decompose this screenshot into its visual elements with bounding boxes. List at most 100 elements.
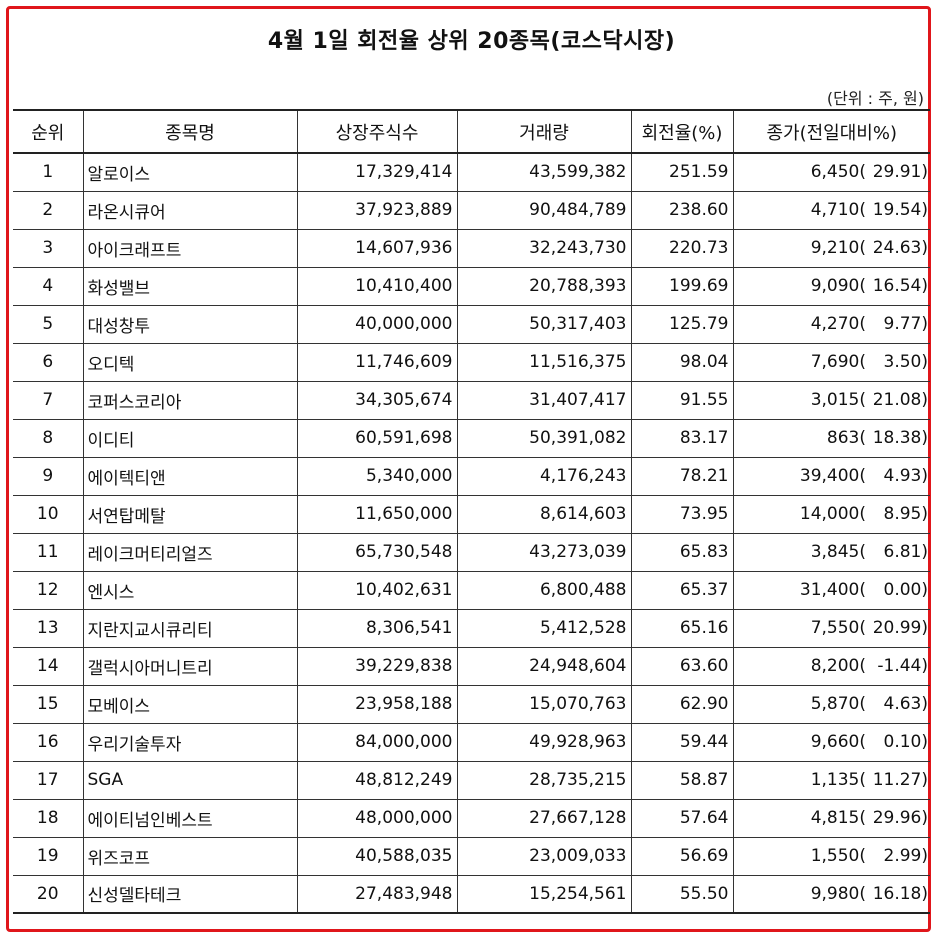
cell-close: 7,550(20.99) xyxy=(732,608,930,648)
table-row: 11 레이크머티리얼즈 65,730,548 43,273,039 65.83 3,845… xyxy=(13,532,930,572)
cell-rank: 9 xyxy=(13,456,84,496)
cell-turnover: 62.90 xyxy=(630,684,734,724)
cell-turnover: 83.17 xyxy=(630,418,734,458)
cell-name: 이디티 xyxy=(82,418,298,458)
close-price: 4,710( xyxy=(810,200,866,220)
cell-name: 오디텍 xyxy=(82,342,298,382)
cell-rank: 18 xyxy=(13,798,84,838)
page-title: 4월 1일 회전율 상위 20종목(코스닥시장) xyxy=(267,29,676,54)
cell-close: 4,815(29.96) xyxy=(732,798,930,838)
cell-rank: 16 xyxy=(13,722,84,762)
cell-close: 9,090(16.54) xyxy=(732,266,930,306)
cell-volume: 90,484,789 xyxy=(456,190,632,230)
cell-volume: 27,667,128 xyxy=(456,798,632,838)
close-change: 18.38) xyxy=(872,428,928,448)
cell-rank: 15 xyxy=(13,684,84,724)
cell-volume: 43,273,039 xyxy=(456,532,632,572)
cell-listed-shares: 27,483,948 xyxy=(296,874,458,914)
cell-close: 863( 18.38) xyxy=(732,418,930,458)
cell-rank: 17 xyxy=(13,760,84,800)
close-price: 1,135( xyxy=(810,770,866,790)
cell-close: 4,270(9.77) xyxy=(732,304,930,344)
cell-close: 7,690(3.50) xyxy=(732,342,930,382)
close-change: 0.10) xyxy=(883,732,928,752)
cell-listed-shares: 5,340,000 xyxy=(296,456,458,496)
cell-listed-shares: 48,812,249 xyxy=(296,760,458,800)
table-row: 10 서연탑메탈 11,650,000 8,614,603 73.95 14,000(8.… xyxy=(13,494,930,534)
cell-volume: 5,412,528 xyxy=(456,608,632,648)
close-price: 8,200( xyxy=(810,656,866,676)
cell-volume: 15,254,561 xyxy=(456,874,632,914)
table-row: 12 엔시스 10,402,631 6,800,488 65.37 31,400(0.00… xyxy=(13,570,930,610)
close-change: 29.91) xyxy=(872,162,928,183)
close-price: 39,400( xyxy=(799,466,866,486)
cell-name: 모베이스 xyxy=(82,684,298,724)
cell-turnover: 125.79 xyxy=(630,304,734,344)
cell-volume: 20,788,393 xyxy=(456,266,632,306)
close-change: 3.50) xyxy=(883,352,928,372)
unit-note: (단위 : 주, 원) xyxy=(826,89,924,108)
cell-volume: 11,516,375 xyxy=(456,342,632,382)
cell-turnover: 199.69 xyxy=(630,266,734,306)
cell-close: 9,980(16.18) xyxy=(732,874,930,914)
table-row: 17 SGA 48,812,249 28,735,215 58.87 1,135(11.2… xyxy=(13,760,930,800)
close-price: 863( xyxy=(826,428,866,448)
close-price: 31,400( xyxy=(799,580,866,600)
cell-close: 9,210( 24.63) xyxy=(732,228,930,268)
cell-close: 6,450( 29.91) xyxy=(732,152,930,192)
table-header-row: 순위 종목명 상장주식수 거래량 회전율(%) 종가(전일대비%) xyxy=(13,109,930,154)
close-change: 6.81) xyxy=(883,542,928,562)
close-change: 4.93) xyxy=(883,466,928,486)
header-rank: 순위 xyxy=(13,109,84,154)
cell-turnover: 59.44 xyxy=(630,722,734,762)
cell-listed-shares: 11,746,609 xyxy=(296,342,458,382)
cell-listed-shares: 34,305,674 xyxy=(296,380,458,420)
cell-volume: 4,176,243 xyxy=(456,456,632,496)
cell-name: 에이텍티앤 xyxy=(82,456,298,496)
cell-turnover: 63.60 xyxy=(630,646,734,686)
table-row: 4 화성밸브 10,410,400 20,788,393 199.69 9,090(16.… xyxy=(13,266,930,306)
close-change: 9.77) xyxy=(883,314,928,334)
cell-turnover: 56.69 xyxy=(630,836,734,876)
cell-name: 화성밸브 xyxy=(82,266,298,306)
cell-listed-shares: 39,229,838 xyxy=(296,646,458,686)
cell-close: 39,400( 4.93) xyxy=(732,456,930,496)
cell-turnover: 238.60 xyxy=(630,190,734,230)
cell-listed-shares: 84,000,000 xyxy=(296,722,458,762)
cell-volume: 24,948,604 xyxy=(456,646,632,686)
close-price: 9,660( xyxy=(810,732,866,752)
table-row: 2 라온시큐어 37,923,889 90,484,789 238.60 4,710(19… xyxy=(13,190,930,230)
header-close: 종가(전일대비%) xyxy=(732,109,930,154)
close-price: 4,815( xyxy=(810,808,866,828)
cell-rank: 14 xyxy=(13,646,84,686)
cell-name: 우리기술투자 xyxy=(82,722,298,762)
cell-volume: 23,009,033 xyxy=(456,836,632,876)
table-row: 1 알로이스 17,329,414 43,599,382 251.59 6,450(29.… xyxy=(13,152,930,192)
table-row: 9 에이텍티앤 5,340,000 4,176,243 78.21 39,400(4.93… xyxy=(13,456,930,496)
close-price: 9,210( xyxy=(810,238,866,258)
cell-listed-shares: 37,923,889 xyxy=(296,190,458,230)
table-row: 3 아이크래프트 14,607,936 32,243,730 220.73 9,210(2… xyxy=(13,228,930,268)
close-change: 16.18) xyxy=(872,883,928,904)
table-row: 5 대성창투 40,000,000 50,317,403 125.79 4,270(9.7… xyxy=(13,304,930,344)
cell-close: 9,660( 0.10) xyxy=(732,722,930,762)
close-change: 24.63) xyxy=(872,238,928,258)
close-price: 5,870( xyxy=(810,694,866,714)
cell-turnover: 58.87 xyxy=(630,760,734,800)
cell-rank: 13 xyxy=(13,608,84,648)
document-frame: 4월 1일 회전율 상위 20종목(코스닥시장) (단위 : 주, 원) 순위 … xyxy=(6,6,931,932)
close-price: 9,090( xyxy=(810,276,866,296)
close-change: 20.99) xyxy=(872,618,928,638)
close-change: 2.99) xyxy=(883,846,928,866)
cell-rank: 12 xyxy=(13,570,84,610)
cell-listed-shares: 17,329,414 xyxy=(296,152,458,192)
cell-volume: 50,317,403 xyxy=(456,304,632,344)
cell-listed-shares: 60,591,698 xyxy=(296,418,458,458)
cell-listed-shares: 10,410,400 xyxy=(296,266,458,306)
close-price: 6,450( xyxy=(810,162,866,183)
cell-turnover: 98.04 xyxy=(630,342,734,382)
cell-listed-shares: 8,306,541 xyxy=(296,608,458,648)
cell-rank: 19 xyxy=(13,836,84,876)
cell-volume: 31,407,417 xyxy=(456,380,632,420)
cell-listed-shares: 11,650,000 xyxy=(296,494,458,534)
